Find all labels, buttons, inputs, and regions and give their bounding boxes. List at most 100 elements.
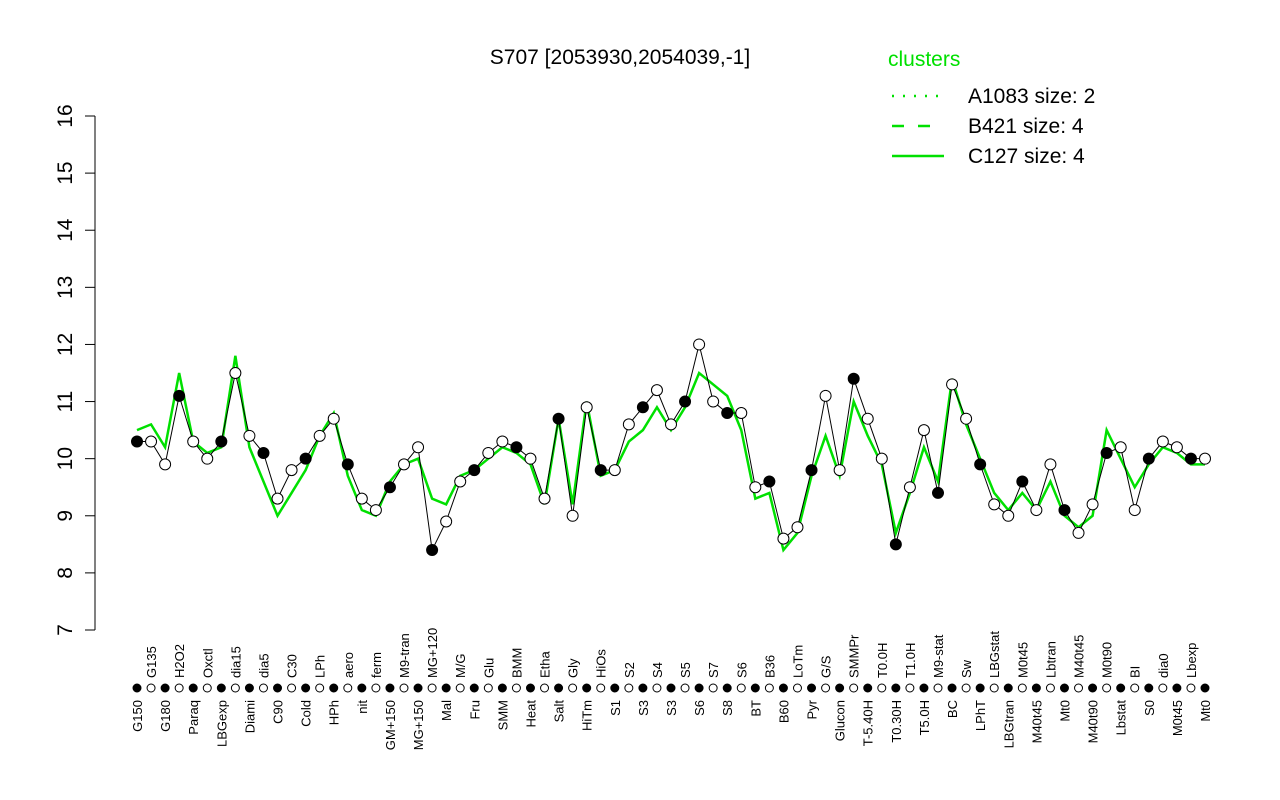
data-point xyxy=(1128,504,1141,517)
x-tick-label: BI xyxy=(1128,666,1143,678)
data-point xyxy=(903,481,916,494)
x-tick-label: Etha xyxy=(538,650,553,678)
x-tick-label: Heat xyxy=(523,700,538,728)
x-marker xyxy=(230,683,240,693)
x-tick-label: Glucon xyxy=(833,700,848,741)
chart-title: S707 [2053930,2054039,-1] xyxy=(490,46,750,69)
x-tick-label: Sw xyxy=(959,659,974,678)
x-marker xyxy=(891,683,901,693)
x-marker xyxy=(540,683,550,693)
x-tick-label: dia5 xyxy=(256,653,271,678)
x-tick-label: S3 xyxy=(664,700,679,716)
x-tick-label: Paraq xyxy=(186,700,201,735)
x-tick-label: G/S xyxy=(819,655,834,678)
x-tick-label: Mt0 xyxy=(1057,700,1072,722)
x-marker xyxy=(877,683,887,693)
x-marker xyxy=(329,683,339,693)
data-point xyxy=(313,429,326,442)
x-tick-label: G135 xyxy=(144,646,159,678)
x-marker xyxy=(652,683,662,693)
x-marker xyxy=(525,683,535,693)
data-point xyxy=(819,389,832,402)
x-marker xyxy=(638,683,648,693)
expression-line xyxy=(137,344,1205,552)
data-point xyxy=(524,452,537,465)
x-tick-label: HPh xyxy=(327,700,342,725)
x-tick-label: Gly xyxy=(566,658,581,678)
x-tick-label: B36 xyxy=(762,655,777,678)
x-tick-label: MG+120 xyxy=(425,628,440,678)
data-point xyxy=(875,452,888,465)
y-axis: 7 8 9 10 11 12 13 14 15 16 xyxy=(54,104,96,636)
data-point xyxy=(749,481,762,494)
data-point xyxy=(1002,509,1015,522)
x-marker xyxy=(216,683,226,693)
x-tick-label: S1 xyxy=(608,700,623,716)
data-point xyxy=(974,458,987,471)
x-marker xyxy=(1045,683,1055,693)
x-tick-label: S0 xyxy=(1142,700,1157,716)
x-marker xyxy=(764,683,774,693)
data-point xyxy=(693,338,706,351)
x-marker xyxy=(736,683,746,693)
data-point xyxy=(327,412,340,425)
legend: clusters A1083 size: 2 B421 size: 4 C127… xyxy=(888,48,1095,168)
x-tick-label: LoTm xyxy=(790,645,805,678)
data-point xyxy=(341,458,354,471)
legend-entry-a1083: A1083 size: 2 xyxy=(968,85,1095,108)
data-point xyxy=(1114,441,1127,454)
x-marker xyxy=(989,683,999,693)
x-marker xyxy=(385,683,395,693)
x-axis: G150 G135 G180 H2O2 Paraq Oxctl LBGexp dia15 Dia… xyxy=(130,628,1213,750)
cluster-line-c127 xyxy=(136,355,1205,553)
data-point xyxy=(173,389,186,402)
x-marker xyxy=(1017,683,1027,693)
data-point xyxy=(861,412,874,425)
data-point xyxy=(791,521,804,534)
x-tick-label: Lbtran xyxy=(1043,641,1058,678)
x-marker xyxy=(511,683,521,693)
data-point xyxy=(580,401,593,414)
x-tick-label: M0t90 xyxy=(1100,642,1115,678)
x-marker xyxy=(666,683,676,693)
x-marker xyxy=(905,683,915,693)
data-point xyxy=(440,515,453,528)
x-tick-label: Lbexp xyxy=(1184,643,1199,678)
x-tick-label: Mal xyxy=(439,700,454,721)
x-tick-label: M0t45 xyxy=(1170,700,1185,736)
x-tick-label: S2 xyxy=(622,662,637,678)
x-tick-label: M40t90 xyxy=(1086,700,1101,743)
x-tick-label: Lbstat xyxy=(1114,700,1129,736)
x-tick-label: HiOs xyxy=(594,649,609,678)
x-marker xyxy=(778,683,788,693)
x-marker xyxy=(343,683,353,693)
x-tick-label: Mt0 xyxy=(1198,700,1213,722)
x-marker xyxy=(961,683,971,693)
data-point xyxy=(257,446,270,459)
y-tick-label: 9 xyxy=(54,510,77,522)
x-marker xyxy=(160,683,170,693)
y-tick-label: 7 xyxy=(54,624,77,636)
y-tick-label: 10 xyxy=(54,447,77,470)
x-marker xyxy=(863,683,873,693)
data-point xyxy=(538,492,551,505)
data-point xyxy=(1072,526,1085,539)
x-marker xyxy=(469,683,479,693)
data-point xyxy=(187,435,200,448)
data-point xyxy=(636,401,649,414)
x-marker xyxy=(1102,683,1112,693)
data-point xyxy=(299,452,312,465)
x-marker xyxy=(455,683,465,693)
data-point xyxy=(847,372,860,385)
y-tick-label: 14 xyxy=(54,218,77,242)
x-marker xyxy=(596,683,606,693)
data-point xyxy=(735,406,748,419)
x-tick-label: M0t45 xyxy=(1015,642,1030,678)
data-point xyxy=(1044,458,1057,471)
y-tick-label: 15 xyxy=(54,161,77,184)
x-tick-label: S3 xyxy=(636,700,651,716)
data-point xyxy=(1156,435,1169,448)
x-marker xyxy=(1144,683,1154,693)
data-point xyxy=(159,458,172,471)
x-tick-label: S8 xyxy=(720,700,735,716)
